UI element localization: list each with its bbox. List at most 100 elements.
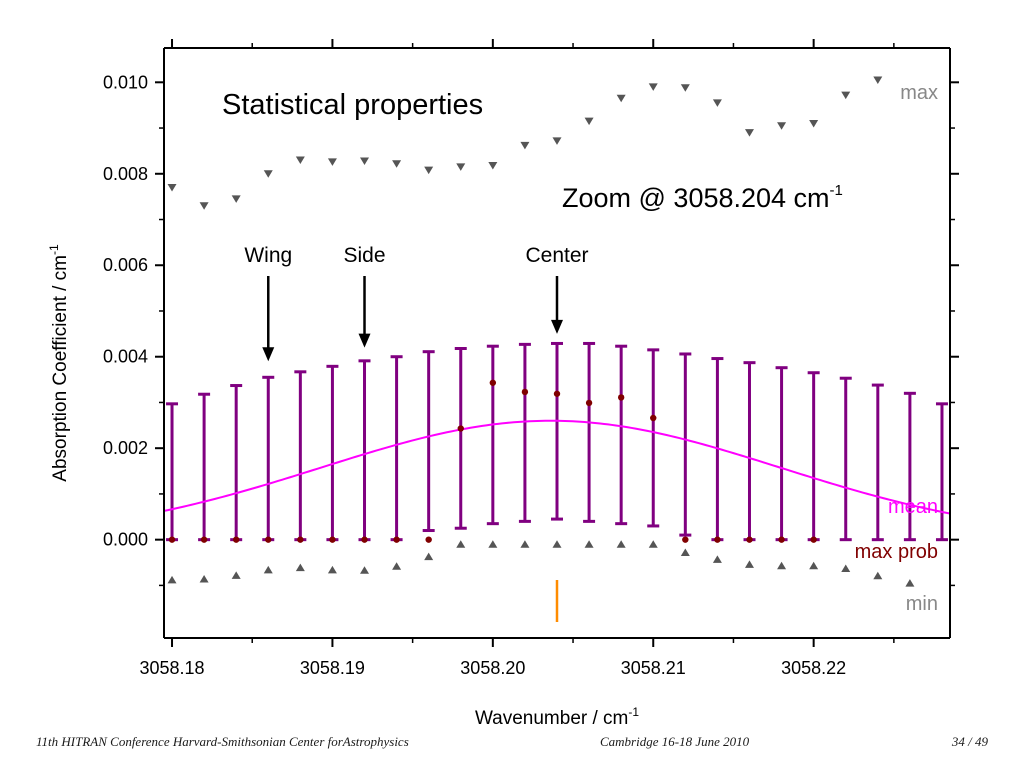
error-bar [262,375,275,542]
error-bar [486,344,499,526]
point-min [584,540,594,548]
point-max-prob [746,536,753,543]
mean-curve [164,419,950,515]
footer-location: Cambridge 16-18 June 2010 [600,734,750,749]
legend-label-max-prob: max prob [855,541,938,563]
point-max-prob [553,390,561,397]
point-max [552,137,562,145]
y-tick-label: 0.002 [103,438,148,458]
annotation-arrow-head [358,333,371,348]
x-tick-label: 3058.19 [300,658,365,678]
footer-conference: 11th HITRAN Conference Harvard-Smithsoni… [36,734,409,749]
y-axis-title: Absorption Coefficient / cm-1 [47,244,71,482]
error-bar [230,384,243,542]
point-max-prob [361,536,368,543]
point-min [809,561,819,570]
point-min [231,571,241,579]
point-min [392,562,402,570]
point-min [167,575,177,584]
point-max-prob [265,536,272,543]
y-axis-title-sup: -1 [47,244,61,255]
point-max-prob [200,536,208,543]
point-min [616,540,626,548]
legend-label-max: max [900,82,938,104]
annotation-arrow: Center [525,244,589,334]
point-min [552,540,562,548]
point-max [199,202,209,210]
point-max [167,183,177,192]
point-min [680,548,690,556]
annotation-arrow-label: Side [343,244,385,267]
point-min [744,560,754,568]
point-max [680,84,690,92]
point-max [520,141,530,150]
zoom-annotation: Zoom @ 3058.204 cm-1 [562,182,843,213]
point-max-prob [393,536,400,543]
point-max-prob [778,536,785,543]
error-bar [390,355,403,542]
annotation-arrow: Wing [244,244,292,362]
point-min [263,565,273,574]
error-bar [358,359,371,542]
point-min [456,540,466,548]
point-max [231,195,241,203]
y-tick-label: 0.010 [103,72,148,92]
point-min [199,575,209,583]
error-bar [807,371,820,542]
error-bar [198,392,211,542]
point-max [327,158,337,166]
point-max [841,91,851,100]
x-axis-title: Wavenumber / cm-1 [475,705,639,729]
x-axis-title-text: Wavenumber / cm [475,708,628,729]
point-max [809,119,819,128]
x-axis-title-sup: -1 [628,705,639,719]
point-max-prob [297,536,304,543]
point-max-prob [168,536,176,543]
point-max-prob [232,536,240,543]
point-max [295,156,305,165]
point-max [392,160,402,168]
point-min [360,566,370,574]
error-bar [775,366,788,542]
point-max-prob [714,536,721,543]
point-max [873,76,883,85]
error-bar [647,348,660,528]
point-min [488,540,498,548]
point-max [456,163,466,171]
error-bar [839,376,852,542]
point-max [744,129,754,137]
legend-label-mean: mean [888,496,938,518]
series-max [167,76,883,210]
annotation-arrow: Side [343,244,386,348]
error-bar [454,346,467,530]
error-bar [743,361,756,542]
point-max [424,166,434,175]
point-min [777,561,787,570]
y-tick-label: 0.000 [103,530,148,550]
point-max-prob [489,379,497,386]
point-max [488,162,498,170]
error-bar [166,402,179,542]
point-max [648,83,658,91]
error-bar [518,342,531,523]
point-min [295,563,305,572]
point-min [841,564,851,572]
error-bar [679,352,692,537]
error-bar [903,391,916,542]
error-bar [294,370,307,542]
data-series [167,76,915,587]
annotation-arrow-head [551,319,563,334]
error-bar [615,344,628,526]
error-bar [326,364,339,542]
zoom-annotation-text: Zoom @ 3058.204 cm [562,183,830,213]
y-tick-label: 0.004 [103,347,148,367]
footer-page-number: 34 / 49 [951,734,988,749]
mean-curve-group [164,419,950,515]
y-tick-label: 0.008 [103,164,148,184]
annotation-arrow-label: Wing [244,244,292,267]
annotation-arrow-head [262,347,275,362]
point-max-prob [425,536,432,543]
point-max [777,122,787,130]
point-min [712,555,722,563]
point-max [360,157,370,165]
